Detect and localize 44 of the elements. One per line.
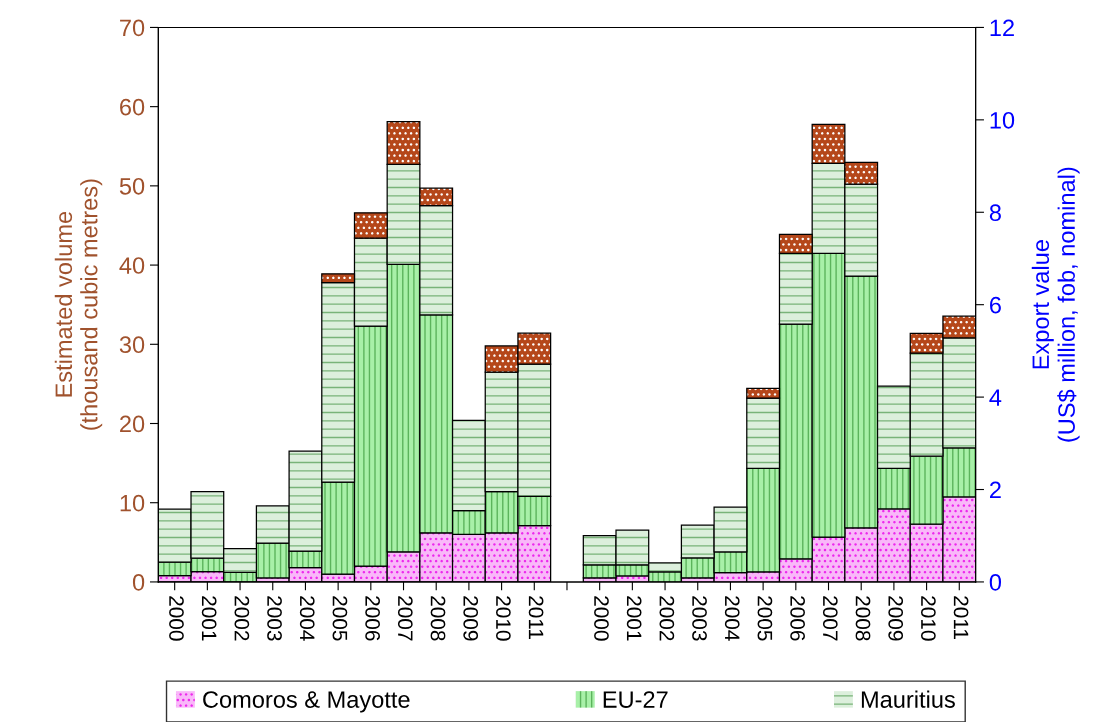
- x-tick-label: 2004: [299, 596, 315, 641]
- legend-label: Comoros & Mayotte: [203, 691, 410, 713]
- x-tick-label: 2005: [332, 596, 348, 641]
- x-tick-label: 2006: [790, 596, 805, 641]
- legend-label: EU-27: [603, 691, 668, 708]
- y-tick-label: 40: [119, 257, 145, 274]
- x-tick-label: 2005: [757, 596, 773, 641]
- x-tick-label: 2002: [234, 596, 250, 641]
- x-tick-label: 2007: [822, 596, 838, 641]
- x-tick-label: 2003: [267, 596, 282, 641]
- y-tick-label: 60: [120, 98, 145, 116]
- x-tick-label: 2009: [888, 596, 904, 641]
- y2-tick-label: 12: [990, 19, 1014, 36]
- x-tick-label: 2007: [397, 596, 413, 641]
- x-tick-label: 2010: [920, 596, 936, 641]
- x-tick-label: 2001: [626, 596, 642, 641]
- y-tick-label: 50: [119, 177, 145, 195]
- x-tick-label: 2003: [692, 596, 707, 641]
- y-tick-label: 0: [132, 574, 145, 591]
- y-tick-label: 10: [120, 494, 145, 512]
- x-tick-label: 2001: [201, 596, 217, 641]
- x-tick-label: 2002: [659, 596, 675, 641]
- x-tick-label: 2000: [594, 596, 609, 641]
- x-tick-label: 2009: [463, 596, 479, 641]
- y-tick-label: 30: [119, 336, 145, 354]
- x-tick-label: 2004: [724, 596, 740, 641]
- y2-axis-title: Export value (US$ million, fob, nominal): [1031, 167, 1080, 442]
- x-tick-label: 2000: [169, 596, 184, 641]
- y2-tick-label: 4: [989, 389, 1002, 406]
- x-tick-label: 2011: [528, 596, 544, 639]
- y2-tick-label: 10: [990, 111, 1015, 129]
- y-tick-label: 20: [120, 415, 145, 433]
- x-tick-label: 2010: [496, 596, 511, 641]
- y2-tick-label: 6: [990, 296, 1001, 314]
- y-tick-label: 70: [120, 19, 145, 37]
- y-axis-title: Estimated volume (thousand cubic metres): [54, 179, 103, 430]
- legend-label: Mauritius: [861, 690, 955, 708]
- x-tick-label: 2011: [953, 596, 969, 639]
- x-tick-label: 2008: [430, 596, 446, 641]
- x-tick-label: 2008: [855, 596, 871, 641]
- x-tick-label: 2006: [365, 596, 380, 641]
- y2-tick-label: 0: [989, 574, 1002, 591]
- y2-tick-label: 2: [990, 481, 1001, 499]
- y2-tick-label: 8: [989, 204, 1001, 222]
